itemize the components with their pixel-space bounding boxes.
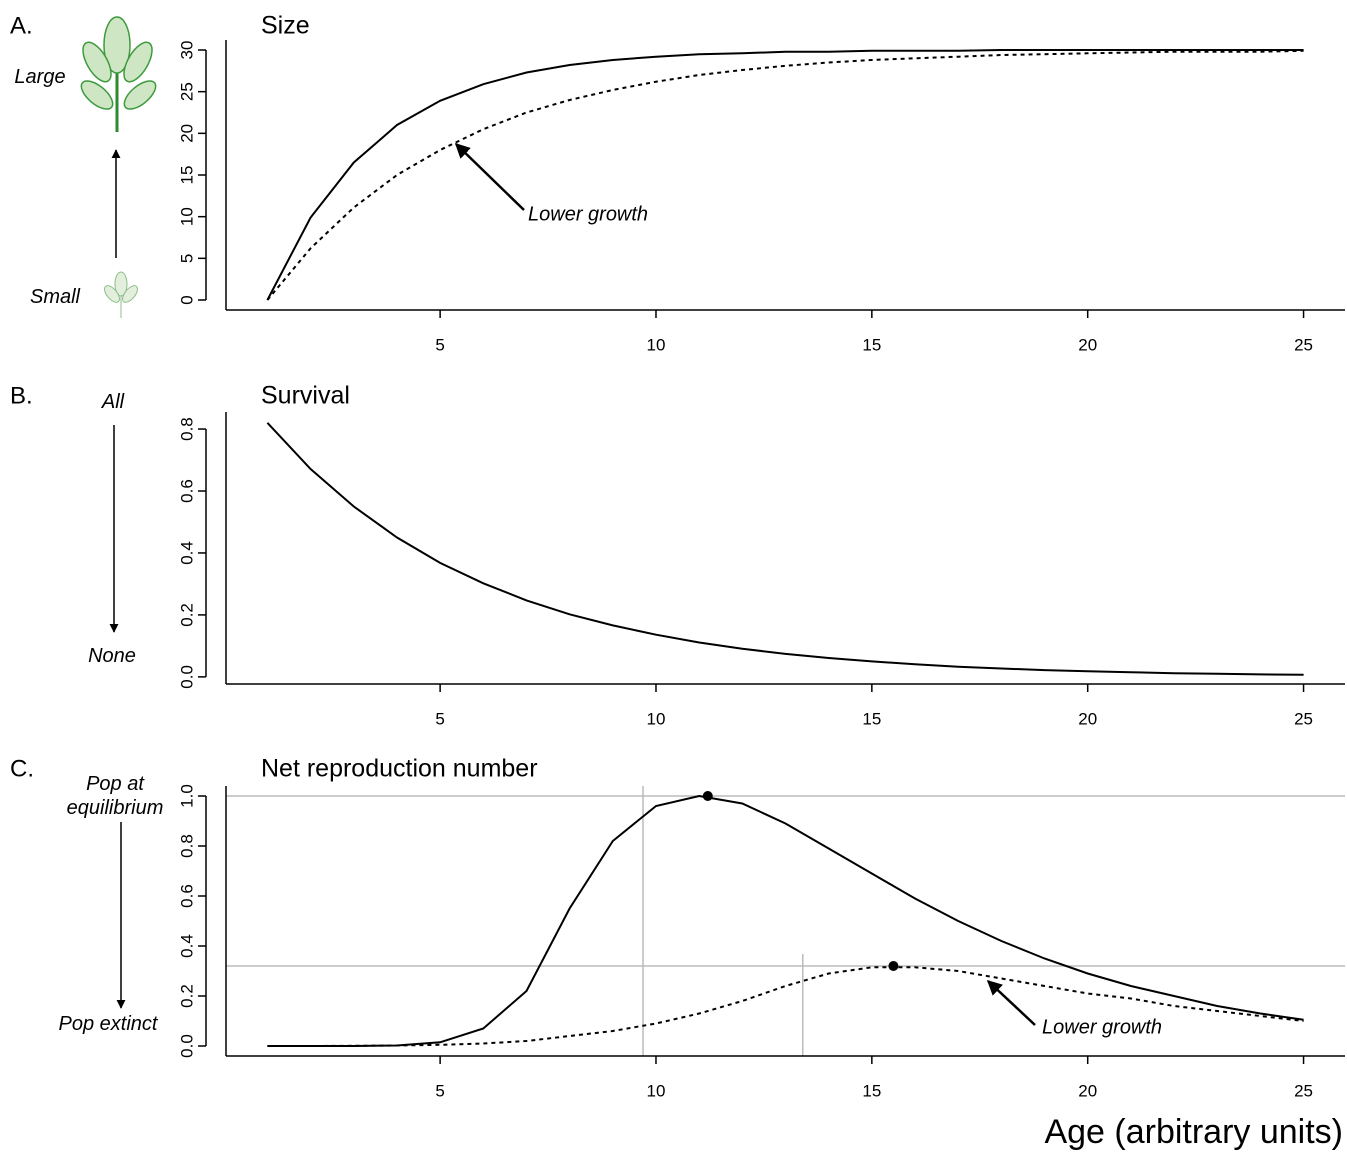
x-tick-label: 20 xyxy=(1078,335,1097,354)
y-tick-label: 25 xyxy=(177,82,196,101)
y-tick-label: 0.4 xyxy=(177,541,196,565)
x-tick-label: 15 xyxy=(862,709,881,728)
side-label: Small xyxy=(29,286,80,308)
x-tick-label: 10 xyxy=(647,1081,666,1100)
series-line xyxy=(267,966,1304,1047)
y-tick-label: 0.8 xyxy=(177,417,196,441)
peak-point xyxy=(702,791,713,801)
panel-letter: C. xyxy=(10,755,34,782)
y-tick-label: 0.8 xyxy=(177,834,196,858)
annotation-arrow xyxy=(454,142,525,211)
x-tick-label: 5 xyxy=(435,709,444,728)
series-line xyxy=(266,49,1304,301)
y-tick-label: 0.4 xyxy=(177,934,196,958)
y-tick-label: 15 xyxy=(177,166,196,185)
y-tick-label: 5 xyxy=(177,254,196,263)
y-tick-label: 0.2 xyxy=(177,603,196,627)
panel-letter: B. xyxy=(10,382,33,409)
y-tick-label: 0.6 xyxy=(177,884,196,908)
x-axis-title: Age (arbitrary units) xyxy=(1044,1113,1343,1151)
x-tick-label: 10 xyxy=(647,335,666,354)
large-leaf-icon xyxy=(80,16,157,132)
panel: A. Size 5 10 15 20 25 0 5 10 15 20 25 30 Lower growth xyxy=(10,12,1345,354)
x-tick-label: 15 xyxy=(862,1081,881,1100)
annotation-arrow xyxy=(986,979,1036,1026)
y-tick-label: 0.0 xyxy=(177,1034,196,1058)
y-tick-label: 0.0 xyxy=(177,665,196,689)
side-label: All xyxy=(101,391,125,413)
series-line xyxy=(266,422,1304,676)
y-tick-label: 20 xyxy=(177,124,196,143)
panel-letter: A. xyxy=(10,12,33,39)
x-tick-label: 10 xyxy=(647,709,666,728)
y-tick-label: 10 xyxy=(177,207,196,226)
y-tick-label: 0.6 xyxy=(177,479,196,503)
panel: B. Survival 5 10 15 20 25 0.0 0.2 0.4 0.6 0.8 xyxy=(10,382,1345,728)
small-leaf-icon xyxy=(104,271,138,318)
x-tick-label: 5 xyxy=(435,335,444,354)
panel-title: Net reproduction number xyxy=(261,755,538,783)
x-tick-label: 20 xyxy=(1078,1081,1097,1100)
x-tick-label: 20 xyxy=(1078,709,1097,728)
panel-title: Size xyxy=(261,12,310,40)
side-label: None xyxy=(88,645,136,667)
panel-title: Survival xyxy=(261,382,350,410)
y-tick-label: 0 xyxy=(177,295,196,304)
y-tick-label: 30 xyxy=(177,41,196,60)
side-label: Pop at equilibrium xyxy=(66,773,164,819)
peak-point xyxy=(888,961,899,971)
annotation: Lower growth xyxy=(528,203,648,225)
x-tick-label: 15 xyxy=(862,335,881,354)
side-label: Pop extinct xyxy=(58,1013,158,1035)
series-line xyxy=(267,794,1304,1047)
annotation: Lower growth xyxy=(1042,1016,1162,1038)
x-tick-label: 5 xyxy=(435,1081,444,1100)
y-tick-label: 0.2 xyxy=(177,984,196,1008)
x-tick-label: 25 xyxy=(1294,335,1313,354)
series-line xyxy=(266,49,1304,301)
side-label: Large xyxy=(14,66,66,88)
y-tick-label: 1.0 xyxy=(177,784,196,808)
panel: C. Net reproduction number 5 10 15 20 25 0.0 0.2… xyxy=(10,755,1345,1151)
x-tick-label: 25 xyxy=(1294,709,1313,728)
x-tick-label: 25 xyxy=(1294,1081,1313,1100)
